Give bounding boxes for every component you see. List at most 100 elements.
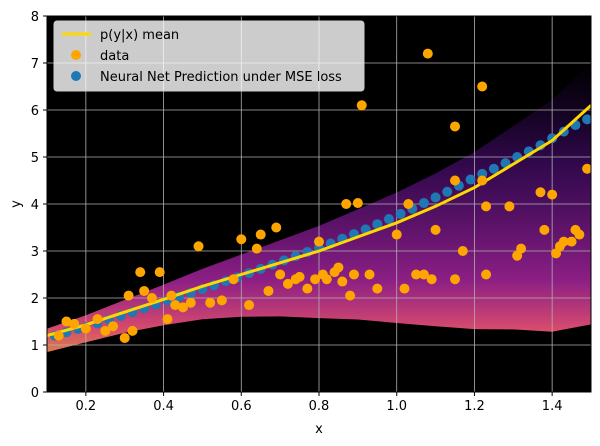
data-point [123, 290, 134, 301]
y-tick-label: 7 [31, 57, 39, 72]
data-point [108, 321, 119, 332]
data-point [236, 234, 247, 245]
x-tick-label: 1.2 [464, 399, 485, 414]
data-point [139, 285, 150, 296]
data-point [162, 314, 173, 325]
legend-data-swatch [71, 50, 81, 60]
legend-mean-line-label: p(y|x) mean [100, 28, 179, 43]
data-point [481, 269, 492, 280]
data-point [251, 243, 262, 254]
data-point [477, 175, 488, 186]
data-point [275, 269, 286, 280]
data-point [547, 189, 558, 200]
data-point [216, 295, 227, 306]
prediction-point [372, 219, 383, 230]
y-tick-label: 2 [31, 292, 39, 307]
data-point [314, 236, 324, 247]
y-tick-label: 0 [31, 386, 39, 401]
y-tick-label: 5 [31, 151, 39, 166]
data-point [92, 314, 103, 325]
x-axis-label: x [315, 422, 323, 437]
x-tick-label: 0.2 [76, 399, 97, 414]
prediction-point [465, 174, 476, 185]
data-point [80, 323, 91, 334]
y-tick-label: 1 [31, 339, 39, 354]
y-tick-label: 8 [31, 10, 39, 25]
data-point [345, 290, 356, 301]
mean-line [47, 104, 591, 338]
prediction-point [582, 114, 591, 125]
y-tick-label: 6 [31, 104, 39, 119]
data-point [302, 283, 313, 294]
data-point [356, 100, 367, 111]
data-point [352, 198, 363, 209]
data-point [481, 201, 492, 212]
data-point [450, 121, 460, 132]
data-point [294, 271, 305, 282]
data-point [119, 332, 130, 343]
data-point [271, 222, 282, 233]
data-point [457, 246, 468, 256]
data-point [574, 229, 585, 240]
data-point [364, 269, 375, 280]
x-tick-label: 0.4 [153, 399, 174, 414]
data-points [53, 48, 591, 343]
data-point [127, 325, 138, 336]
data-point [193, 241, 204, 252]
data-point [372, 283, 383, 294]
prediction-point [383, 214, 394, 225]
legend-data-label: data [100, 49, 129, 64]
data-point [166, 290, 177, 301]
data-point [53, 330, 64, 341]
data-point [582, 163, 591, 174]
data-point [282, 278, 293, 289]
data-point [310, 274, 321, 285]
prediction-point [488, 163, 499, 174]
legend-prediction-label: Neural Net Prediction under MSE loss [100, 70, 342, 85]
data-point [426, 274, 437, 285]
data-point [170, 300, 181, 311]
prediction-point [418, 198, 429, 209]
data-point [185, 297, 196, 308]
grid [47, 16, 591, 392]
prediction-point [395, 208, 406, 219]
data-point [566, 236, 577, 247]
data-point [516, 243, 527, 254]
y-axis: 0 1 2 3 4 5 6 7 8 [31, 10, 47, 401]
data-point [244, 300, 255, 311]
x-tick-label: 0.6 [231, 399, 252, 414]
legend: p(y|x) mean data Neural Net Prediction u… [53, 20, 365, 92]
data-point [337, 276, 348, 287]
data-point [422, 48, 433, 59]
x-tick-label: 0.8 [309, 399, 330, 414]
data-point [450, 175, 460, 186]
data-point [263, 285, 274, 296]
data-point [100, 325, 111, 336]
data-point [399, 283, 410, 294]
data-point [477, 81, 488, 92]
data-point [430, 224, 441, 235]
data-point [178, 302, 188, 313]
data-point [348, 269, 359, 280]
data-point [504, 201, 515, 212]
x-tick-label: 1.4 [542, 399, 563, 414]
x-tick-label: 1.0 [386, 399, 407, 414]
data-point [539, 224, 550, 235]
data-point [255, 229, 266, 240]
prediction-point [442, 186, 453, 197]
data-point [146, 293, 157, 303]
data-point [450, 274, 460, 285]
data-point [558, 236, 569, 247]
data-point [205, 297, 216, 308]
data-point [228, 274, 239, 285]
data-point [321, 274, 332, 285]
data-point [61, 316, 72, 327]
data-point [135, 267, 146, 278]
data-point [341, 199, 352, 209]
legend-box [53, 20, 365, 92]
data-point [391, 229, 402, 240]
data-point [411, 269, 422, 280]
x-axis: 0.2 0.4 0.6 0.8 1.0 1.2 1.4 [76, 392, 563, 414]
data-point [69, 318, 80, 329]
